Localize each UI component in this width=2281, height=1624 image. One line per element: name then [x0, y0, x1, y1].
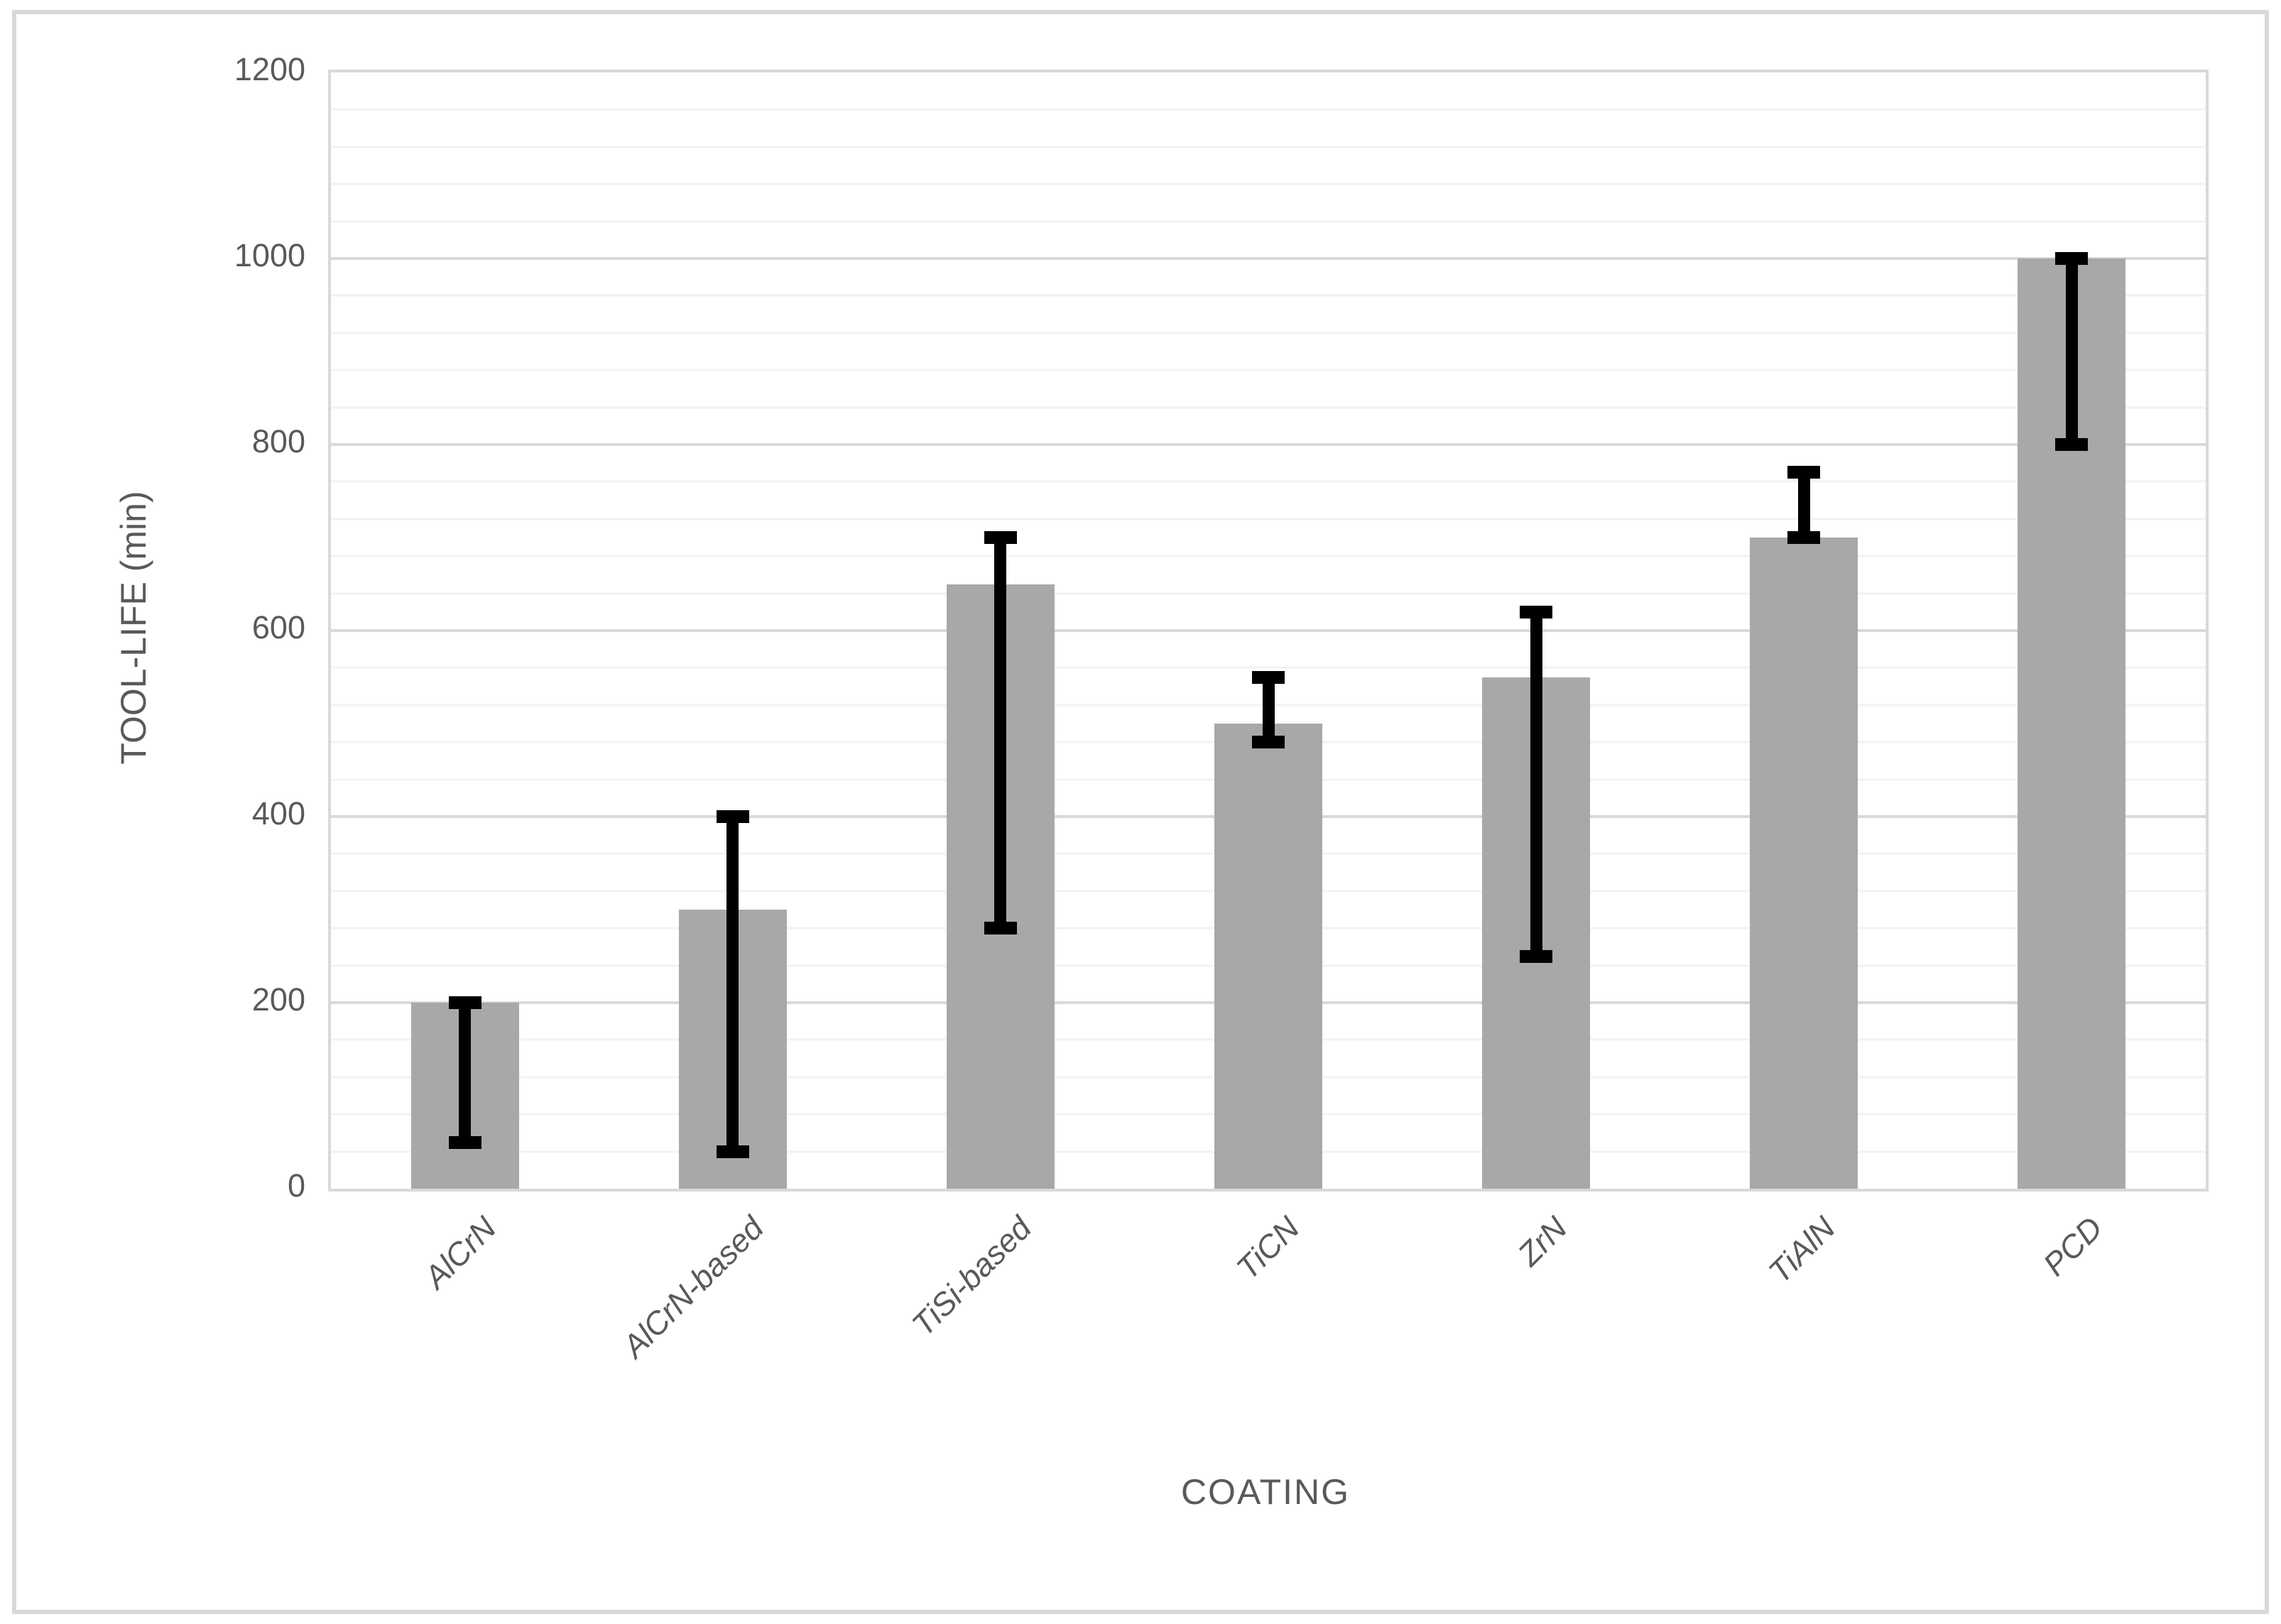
bar-TiCN: [1214, 724, 1322, 1189]
y-tick-label: 1000: [234, 237, 305, 273]
error-bar-cap: [1787, 466, 1821, 479]
y-tick-label: 200: [251, 981, 305, 1018]
error-bar-cap: [448, 996, 481, 1009]
major-gridline: [331, 257, 2206, 260]
y-tick-label: 800: [251, 423, 305, 459]
minor-gridline: [331, 294, 2206, 297]
error-bar-cap: [984, 922, 1017, 935]
error-bar-line: [1262, 677, 1275, 743]
error-bar-cap: [1520, 605, 1553, 618]
minor-gridline: [331, 518, 2206, 521]
minor-gridline: [331, 332, 2206, 334]
error-bar-cap: [716, 810, 749, 823]
y-tick-label: 600: [251, 609, 305, 645]
error-bar-cap: [2055, 438, 2089, 451]
major-gridline: [331, 629, 2206, 632]
error-bar-cap: [2055, 252, 2089, 265]
chart-border: [12, 10, 2269, 1614]
y-tick-label: 1200: [234, 51, 305, 87]
minor-gridline: [331, 406, 2206, 409]
error-bar-line: [994, 538, 1007, 929]
x-axis-title: COATING: [1180, 1472, 1351, 1512]
minor-gridline: [331, 666, 2206, 669]
error-bar-cap: [984, 531, 1017, 544]
error-bar-line: [2065, 258, 2078, 445]
bar-TiAlN: [1750, 538, 1858, 1189]
error-bar-cap: [1252, 736, 1285, 749]
minor-gridline: [331, 369, 2206, 371]
minor-gridline: [331, 182, 2206, 185]
error-bar-cap: [1252, 670, 1285, 684]
y-tick-label: 400: [251, 795, 305, 832]
error-bar-cap: [1787, 531, 1821, 544]
error-bar-cap: [448, 1135, 481, 1149]
minor-gridline: [331, 480, 2206, 483]
minor-gridline: [331, 220, 2206, 223]
error-bar-line: [459, 1003, 472, 1143]
error-bar-line: [1797, 472, 1810, 538]
error-bar-cap: [1520, 949, 1553, 963]
error-bar-cap: [716, 1145, 749, 1158]
y-tick-label: 0: [287, 1167, 305, 1204]
minor-gridline: [331, 592, 2206, 595]
error-bar-line: [1530, 611, 1542, 957]
plot-area: [328, 70, 2209, 1192]
minor-gridline: [331, 146, 2206, 148]
minor-gridline: [331, 555, 2206, 557]
minor-gridline: [331, 108, 2206, 111]
error-bar-line: [726, 817, 739, 1152]
major-gridline: [331, 443, 2206, 446]
